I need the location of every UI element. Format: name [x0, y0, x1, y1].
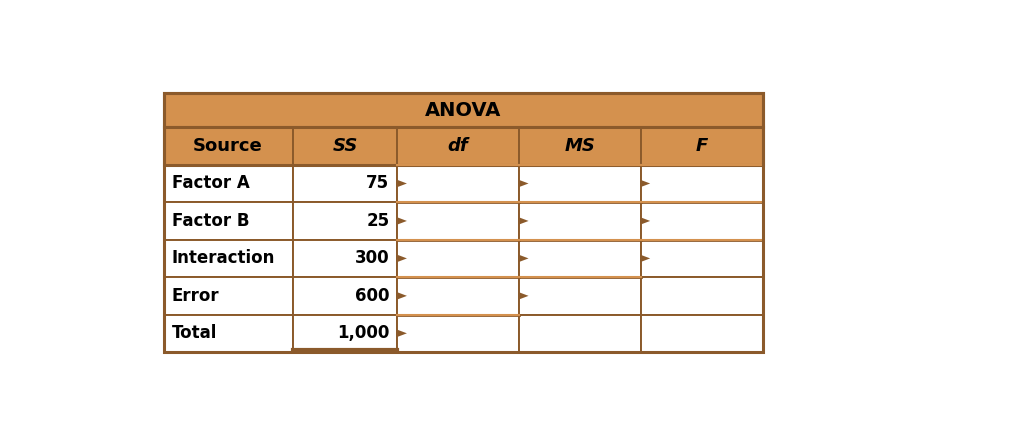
Bar — [641, 127, 763, 165]
Polygon shape — [641, 180, 650, 187]
Bar — [164, 165, 293, 202]
Bar — [397, 277, 519, 315]
Text: MS: MS — [564, 137, 595, 155]
Polygon shape — [641, 217, 650, 225]
Bar — [397, 165, 519, 202]
Bar — [293, 277, 397, 315]
Text: 300: 300 — [355, 250, 389, 267]
Text: df: df — [447, 137, 469, 155]
Bar — [164, 202, 293, 240]
Text: 1,000: 1,000 — [337, 324, 389, 342]
Bar — [641, 202, 763, 240]
Bar — [519, 127, 641, 165]
Bar — [519, 202, 641, 240]
Bar — [519, 277, 641, 315]
Bar — [397, 315, 519, 352]
Bar — [293, 165, 397, 202]
Bar — [641, 277, 763, 315]
Polygon shape — [519, 217, 528, 225]
Bar — [519, 315, 641, 352]
Bar — [519, 240, 641, 277]
Polygon shape — [397, 292, 407, 299]
Polygon shape — [641, 255, 650, 262]
Bar — [164, 127, 293, 165]
Bar — [293, 202, 397, 240]
Polygon shape — [397, 255, 407, 262]
Text: Factor A: Factor A — [172, 174, 250, 192]
Text: Factor B: Factor B — [172, 212, 249, 230]
Bar — [397, 240, 519, 277]
Bar — [164, 93, 763, 127]
Polygon shape — [519, 180, 528, 187]
Text: Interaction: Interaction — [172, 250, 275, 267]
Bar — [164, 315, 293, 352]
Polygon shape — [397, 217, 407, 225]
Text: Total: Total — [172, 324, 217, 342]
Bar — [397, 202, 519, 240]
Bar — [519, 165, 641, 202]
Text: 600: 600 — [355, 287, 389, 305]
Bar — [641, 315, 763, 352]
Bar — [164, 240, 293, 277]
Polygon shape — [397, 330, 407, 337]
Bar — [164, 93, 763, 352]
Polygon shape — [519, 292, 528, 299]
Bar — [293, 315, 397, 352]
Polygon shape — [397, 180, 407, 187]
Bar — [293, 240, 397, 277]
Text: SS: SS — [332, 137, 357, 155]
Text: F: F — [695, 137, 708, 155]
Text: ANOVA: ANOVA — [425, 101, 502, 120]
Bar — [164, 127, 763, 165]
Polygon shape — [519, 255, 528, 262]
Bar — [641, 240, 763, 277]
Text: Error: Error — [172, 287, 219, 305]
Text: 25: 25 — [367, 212, 389, 230]
Bar — [164, 277, 293, 315]
Text: 75: 75 — [367, 174, 389, 192]
Bar — [397, 127, 519, 165]
Text: Source: Source — [194, 137, 263, 155]
Bar — [293, 127, 397, 165]
Bar — [641, 165, 763, 202]
